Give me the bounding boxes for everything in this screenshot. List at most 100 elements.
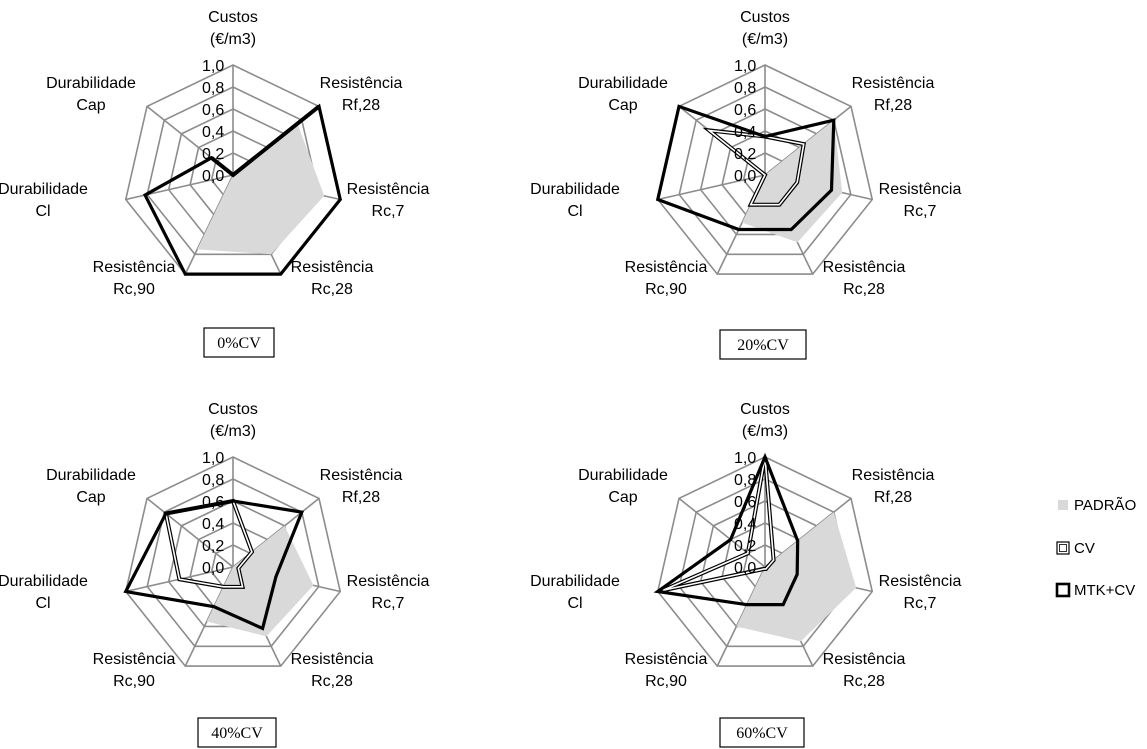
axis-label: Rc,7 [372,203,405,220]
chart-title-box [203,327,275,358]
tick-label: 1,0 [734,58,756,75]
radar-chart-1: 0,0 0,2 0,4 0,6 0,8 1,0 Custos (€/m3) Resistênci… [530,9,962,360]
series-mtk [123,499,305,631]
legend-swatch-cv [1056,541,1070,555]
tick-label: 0,2 [734,538,756,555]
grid-ring [656,456,874,667]
legend: PADRÃO CV MTK+CV [1055,497,1136,599]
tick-label: 0,8 [202,472,224,489]
grid-ring [146,86,320,256]
tick-label: 1,0 [734,450,756,467]
axis-label: Resistência [852,75,935,92]
axis-label: Rc,90 [113,673,155,690]
series-cv-inner [706,129,805,206]
legend-item-cv: CV [1056,540,1095,557]
grid [656,64,874,275]
axis-label: Resistência [320,75,403,92]
axis-label: Durabilidade [578,467,668,484]
axis-label: Rc,90 [113,281,155,298]
legend-item-mtk: MTK+CV [1055,582,1135,599]
tick-label: 0,6 [202,102,224,119]
axis-label: (€/m3) [742,31,788,48]
tick-label: 0,0 [202,560,224,577]
axis-label: Resistência [347,573,430,590]
grid-ring [124,456,342,667]
axis-label: Rf,28 [342,489,380,506]
axis-label: Resistência [879,181,962,198]
axis-label: Cap [76,97,105,114]
chart-title: 40%CV [211,725,263,742]
axis-label: Durabilidade [530,181,620,198]
series-padrao [197,123,325,255]
series-padrao [742,120,843,243]
axis-label: Durabilidade [46,467,136,484]
axis-label: Rf,28 [874,97,912,114]
axis-label: Durabilidade [0,181,88,198]
axis-label: Durabilidade [530,573,620,590]
axis-label: Cl [35,203,50,220]
legend-label: MTK+CV [1074,582,1135,599]
chart-title-box [197,717,277,748]
axis-label: Resistência [625,651,708,668]
axis-label: Cap [76,489,105,506]
axis-label: Resistência [347,181,430,198]
axis-label: Resistência [320,467,403,484]
tick-label: 0,0 [202,168,224,185]
tick-label: 0,8 [734,472,756,489]
grid-ring [678,86,852,256]
tick-label: 0,4 [202,516,224,533]
radar-chart-3: 0,0 0,2 0,4 0,6 0,8 1,0 Custos (€/m3) Resistênci… [530,401,962,748]
axis-label: Resistência [625,259,708,276]
tick-label: 0,2 [202,146,224,163]
axis-label: Resistência [291,259,374,276]
tick-label: 0,2 [202,538,224,555]
axis-label: (€/m3) [210,31,256,48]
axis-label: Rf,28 [874,489,912,506]
axis-label: Rf,28 [342,97,380,114]
tick-label: 0,8 [202,80,224,97]
legend-swatch-cv-inner [1059,544,1067,552]
series-cv-inner [662,456,775,592]
tick-label: 0,4 [734,516,756,533]
legend-swatch-padrao [1058,500,1068,510]
axis-label: Rc,90 [645,673,687,690]
legend-label: CV [1074,540,1095,557]
series-cv-inner [164,500,253,588]
axis-label: Resistência [93,651,176,668]
axis-label: Custos [740,9,790,26]
grid-spoke [657,174,766,201]
axis-label: Resistência [93,259,176,276]
tick-label: 1,0 [202,58,224,75]
axis-label: Durabilidade [578,75,668,92]
axis-label: (€/m3) [742,423,788,440]
axis-label: Rc,90 [645,281,687,298]
tick-label: 0,4 [734,124,756,141]
axis-label: Cl [35,595,50,612]
axis-label: Durabilidade [0,573,88,590]
tick-label: 0,0 [734,560,756,577]
axis-label: Resistência [823,259,906,276]
axis-label: Rc,28 [311,673,353,690]
radar-chart-0: 0,0 0,2 0,4 0,6 0,8 1,0 Custos (€/m3) Resistênci… [0,9,430,358]
axis-label: Rc,7 [904,595,937,612]
axis-label: Cap [608,489,637,506]
charts-layer: 0,0 0,2 0,4 0,6 0,8 1,0 Custos (€/m3) Resistênci… [0,9,962,748]
legend-item-padrao: PADRÃO [1058,497,1136,514]
tick-label: 1,0 [202,450,224,467]
tick-label: 0,2 [734,146,756,163]
tick-label: 0,0 [734,168,756,185]
legend-label: PADRÃO [1074,497,1136,514]
tick-label: 0,6 [734,102,756,119]
axis-label: Resistência [291,651,374,668]
chart-title: 0%CV [217,335,261,352]
chart-title: 60%CV [736,725,788,742]
axis-label: Cl [567,595,582,612]
axis-label: Resistência [879,573,962,590]
chart-title-box [719,717,805,748]
axis-label: Resistência [852,467,935,484]
chart-title: 20%CV [737,337,789,354]
axis-label: Cap [608,97,637,114]
axis-label: Custos [208,9,258,26]
axis-label: Durabilidade [46,75,136,92]
radar-chart-2: 0,0 0,2 0,4 0,6 0,8 1,0 Custos (€/m3) Resistênci… [0,401,430,748]
